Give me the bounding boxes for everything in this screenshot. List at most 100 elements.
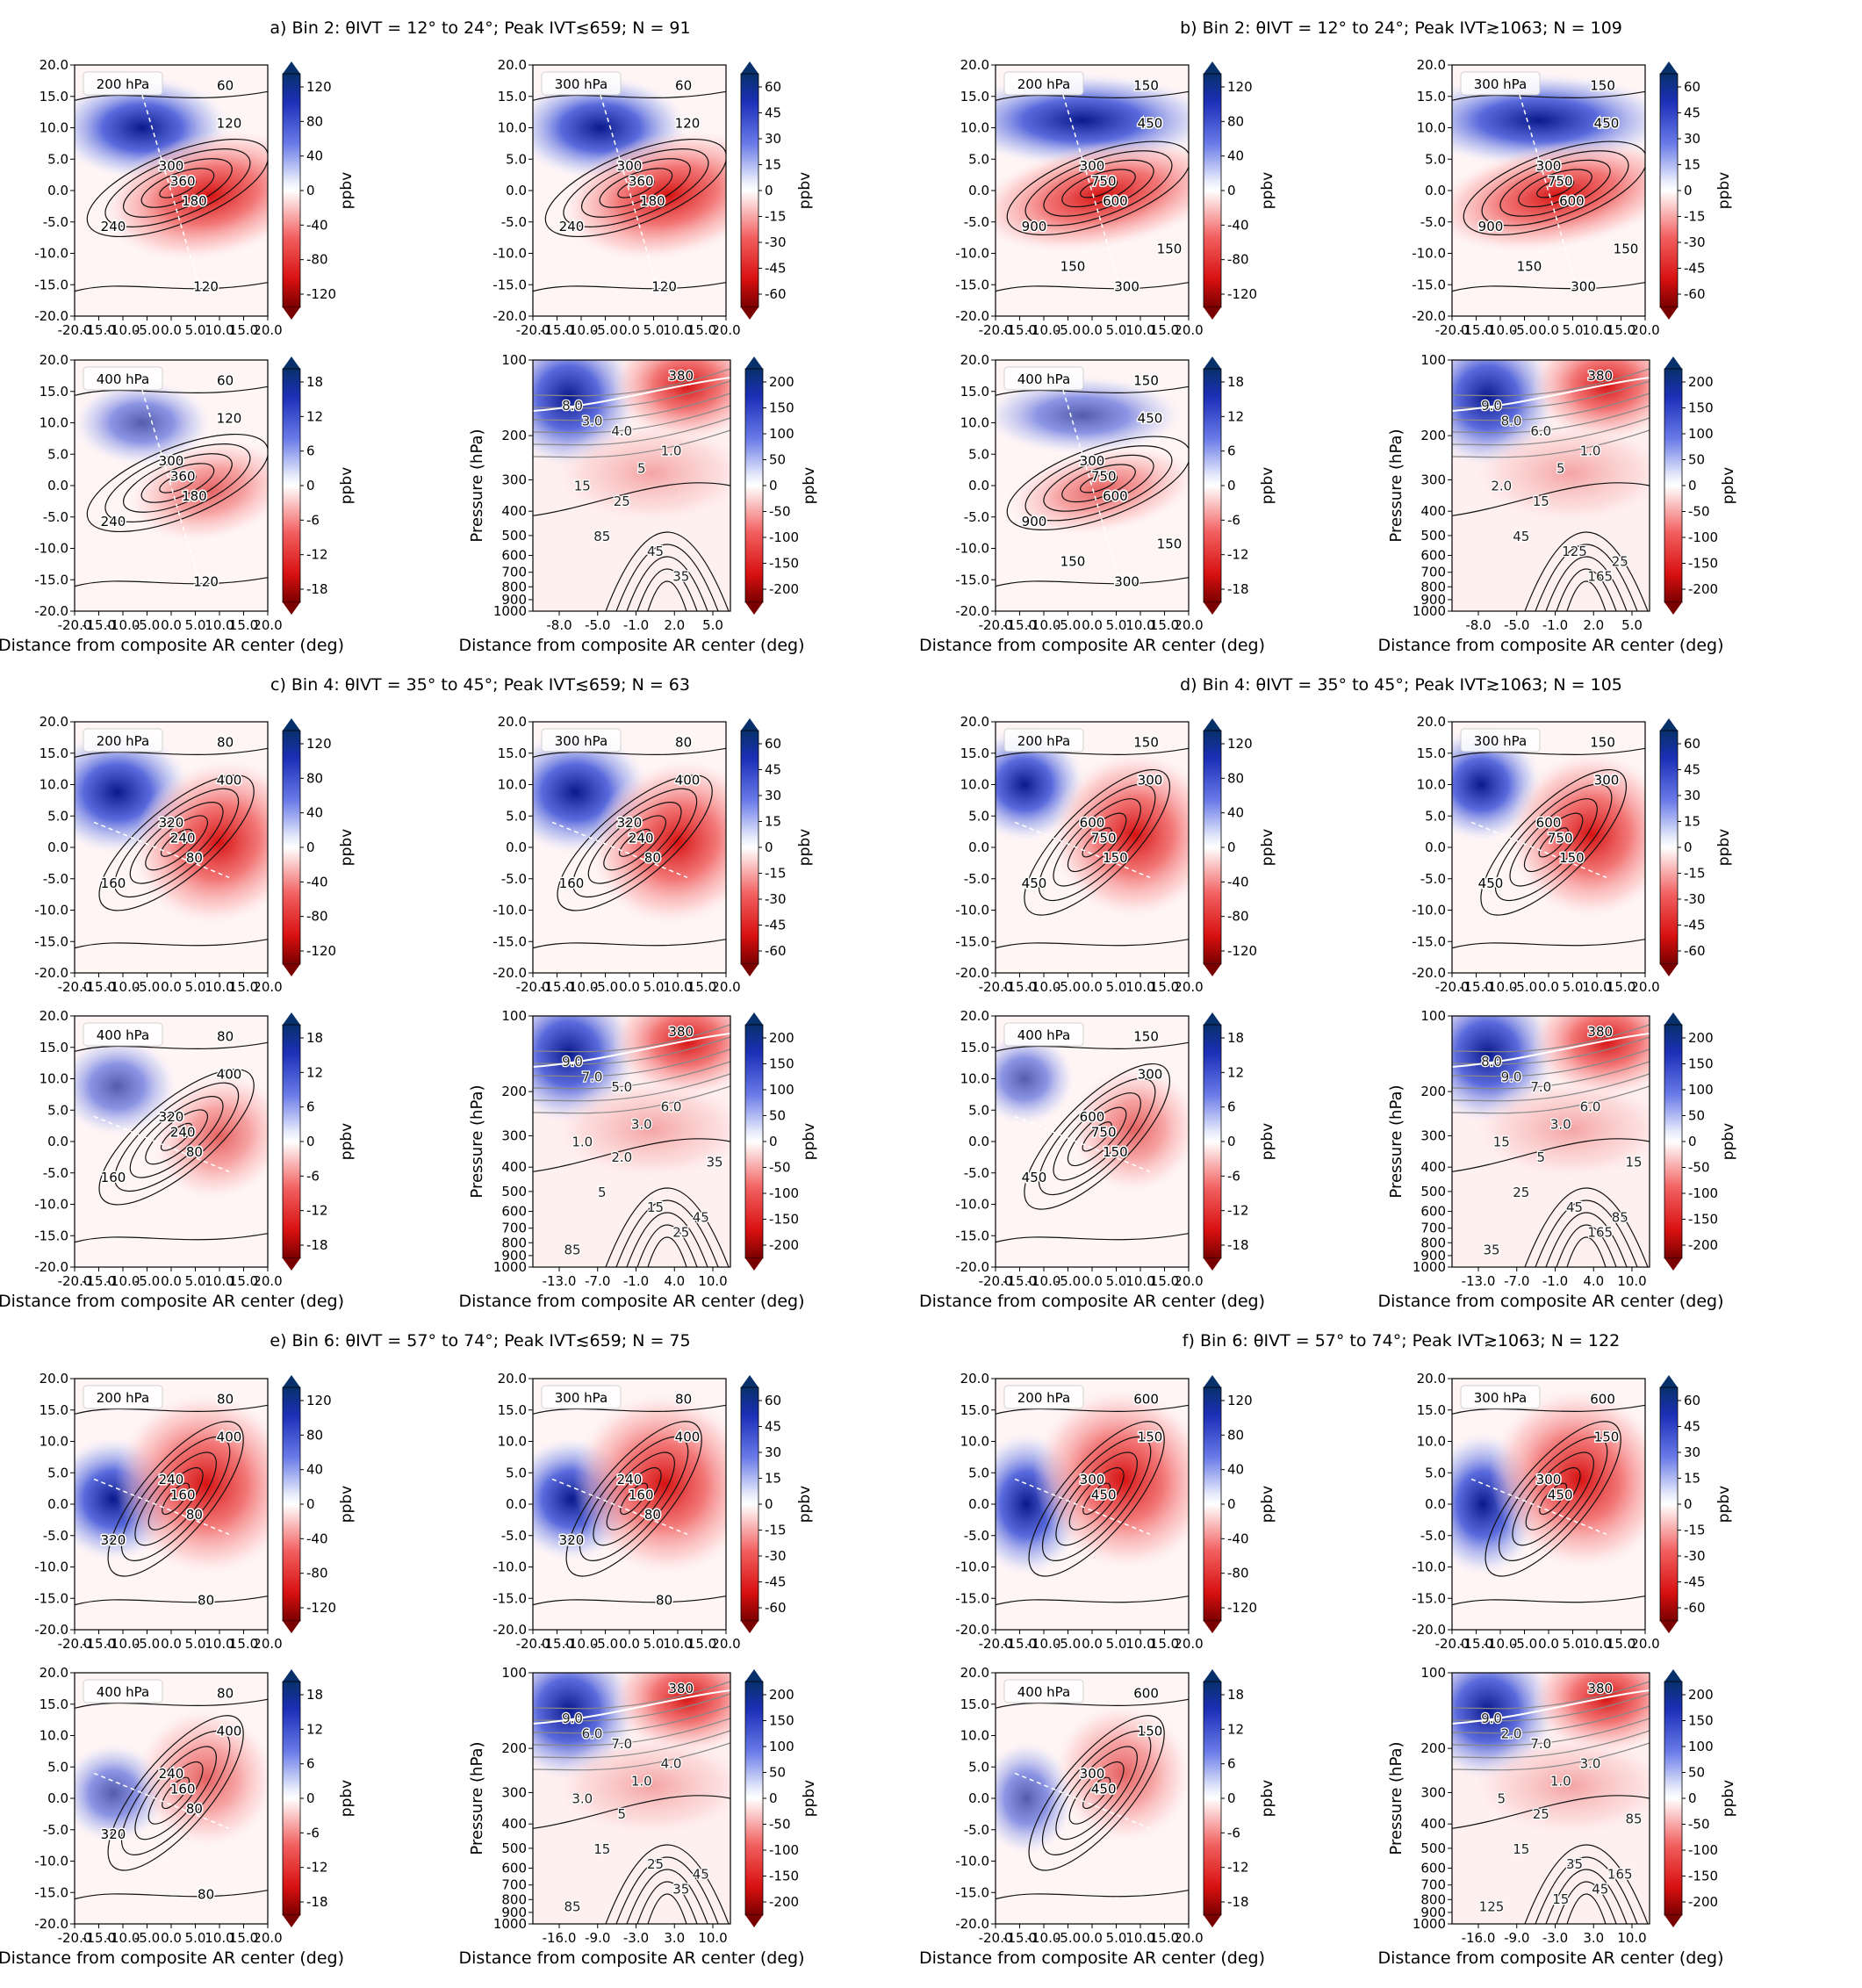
ar-axis-line [1519, 95, 1578, 292]
colorbar-tick-label: -40 [1227, 217, 1249, 233]
water-vapor-contour [1535, 1199, 1638, 1267]
y-tick-label: 5.0 [47, 151, 68, 167]
ivt-contour [996, 1595, 1189, 1606]
ivt-contour [75, 1890, 268, 1900]
water-vapor-contour [615, 1199, 719, 1267]
y-tick-label: 20.0 [40, 57, 68, 73]
contour-label: 2.0 [611, 1149, 632, 1165]
colorbar-label: ppbv [1715, 829, 1733, 866]
x-tick-label: 10.0 [698, 1273, 727, 1289]
y-tick-label: -5.0 [964, 509, 989, 525]
contour-label: 320 [101, 1826, 126, 1842]
contour-label: 320 [159, 815, 184, 831]
y-tick-label: 900 [501, 592, 527, 608]
colorbar-tick-label: 200 [769, 1030, 794, 1046]
colorbar-label: ppbv [338, 1780, 356, 1817]
panel-title: e) Bin 6: θIVT = 57° to 74°; Peak IVT≲65… [270, 1331, 690, 1351]
y-tick-label: 20.0 [1417, 1371, 1446, 1387]
colorbar-tick-label: 12 [1227, 1064, 1244, 1080]
x-tick-label: -5.0 [134, 1930, 160, 1946]
y-tick-label: 15.0 [960, 746, 989, 761]
colorbar-gradient [1203, 73, 1222, 308]
y-tick-label: 900 [1420, 592, 1446, 608]
contour-label: 15 [593, 1841, 610, 1857]
x-tick-label: -20.0 [58, 1930, 92, 1946]
y-tick-label: -5.0 [43, 1528, 68, 1544]
ar-axis-line [551, 1478, 688, 1536]
x-tick-label: -1.0 [623, 617, 649, 633]
colorbar-tick-label: 0 [765, 183, 773, 198]
ivt-contour [1080, 473, 1118, 493]
contour-label: 4.0 [661, 1756, 682, 1772]
x-tick-label: 15.0 [229, 1636, 258, 1652]
y-tick-label: -15.0 [1412, 277, 1446, 292]
pv-contour [533, 1718, 730, 1747]
x-tick-label: -5.0 [1055, 617, 1081, 633]
contour-label: 125 [1479, 1899, 1505, 1915]
x-tick-label: 5.0 [185, 1930, 206, 1946]
contour-label: 120 [675, 116, 701, 132]
x-tick-label: 4.0 [1583, 1273, 1604, 1289]
x-tick-label: 4.0 [664, 1273, 685, 1289]
y-tick-label: 0.0 [968, 1496, 989, 1512]
y-tick-label: 1000 [493, 1259, 527, 1275]
x-tick-label: -15.0 [1003, 979, 1037, 995]
contour-label: 380 [668, 1681, 694, 1696]
colorbar-tick-label: 0 [1688, 1134, 1697, 1149]
theta-380-contour [533, 377, 730, 412]
ivt-contour [145, 815, 208, 871]
colorbar-tick-label: -15 [1684, 209, 1706, 225]
ivt-contour [75, 1698, 268, 1709]
pv-contour [533, 380, 730, 409]
contour-label: 25 [647, 1856, 664, 1872]
colorbar-label: ppbv [801, 467, 818, 504]
ivt-contour [1498, 1436, 1608, 1561]
y-tick-label: -5.0 [964, 1528, 989, 1544]
ivt-contour [1055, 1451, 1138, 1546]
x-tick-label: 15.0 [229, 1273, 258, 1289]
contour-label: 750 [1091, 830, 1117, 846]
y-tick-label: 800 [1420, 1891, 1446, 1907]
colorbar-tick-label: 15 [765, 1471, 781, 1487]
y-tick-label: 500 [1420, 528, 1446, 544]
colorbar-label: ppbv [801, 1780, 818, 1817]
y-tick-label: -15.0 [34, 572, 68, 587]
y-tick-label: 300 [1420, 1127, 1446, 1143]
x-tick-label: -15.0 [82, 979, 116, 995]
y-tick-label: 0.0 [47, 1790, 68, 1806]
contour-label: 400 [217, 773, 242, 789]
y-tick-label: 600 [1420, 1861, 1446, 1876]
y-tick-label: -10.0 [34, 1197, 68, 1213]
ivt-contour [996, 385, 1189, 396]
colorbar-gradient [740, 73, 759, 308]
colorbar-tick-label: -40 [306, 874, 328, 890]
contour-label: 125 [1562, 544, 1587, 559]
x-tick-label: -10.0 [1027, 1636, 1061, 1652]
contour-label: 45 [647, 544, 664, 559]
colorbar-tick-label: 45 [1684, 1419, 1700, 1435]
x-tick-label: -5.0 [1055, 322, 1081, 338]
x-axis-label: Distance from composite AR center (deg) [0, 1292, 344, 1311]
pv-contour [1452, 429, 1650, 458]
x-tick-label: 10.0 [663, 979, 692, 995]
contour-label: 320 [559, 1532, 585, 1548]
ivt-contour [75, 1595, 268, 1606]
colorbar-tick-label: -150 [1688, 1869, 1718, 1884]
ivt-contour [599, 168, 673, 208]
colorbar-tick-label: -50 [769, 1817, 791, 1833]
pv-contour [1452, 1085, 1650, 1114]
contour-label: 300 [1080, 1472, 1105, 1487]
ivt-contour [140, 168, 215, 208]
contour-label: 750 [1091, 468, 1117, 484]
y-tick-label: 600 [501, 1204, 527, 1220]
y-tick-label: 0.0 [47, 1134, 68, 1149]
colorbar-tick-label: -18 [306, 581, 328, 597]
colorbar-label: ppbv [1720, 1123, 1737, 1160]
colorbar-tick-label: -18 [306, 1894, 328, 1910]
colorbar-tick-label: -100 [769, 1185, 799, 1201]
water-vapor-contour [647, 1236, 687, 1267]
level-label: 300 hPa [555, 733, 607, 749]
pv-contour [1452, 393, 1650, 421]
x-tick-label: 15.0 [687, 979, 716, 995]
